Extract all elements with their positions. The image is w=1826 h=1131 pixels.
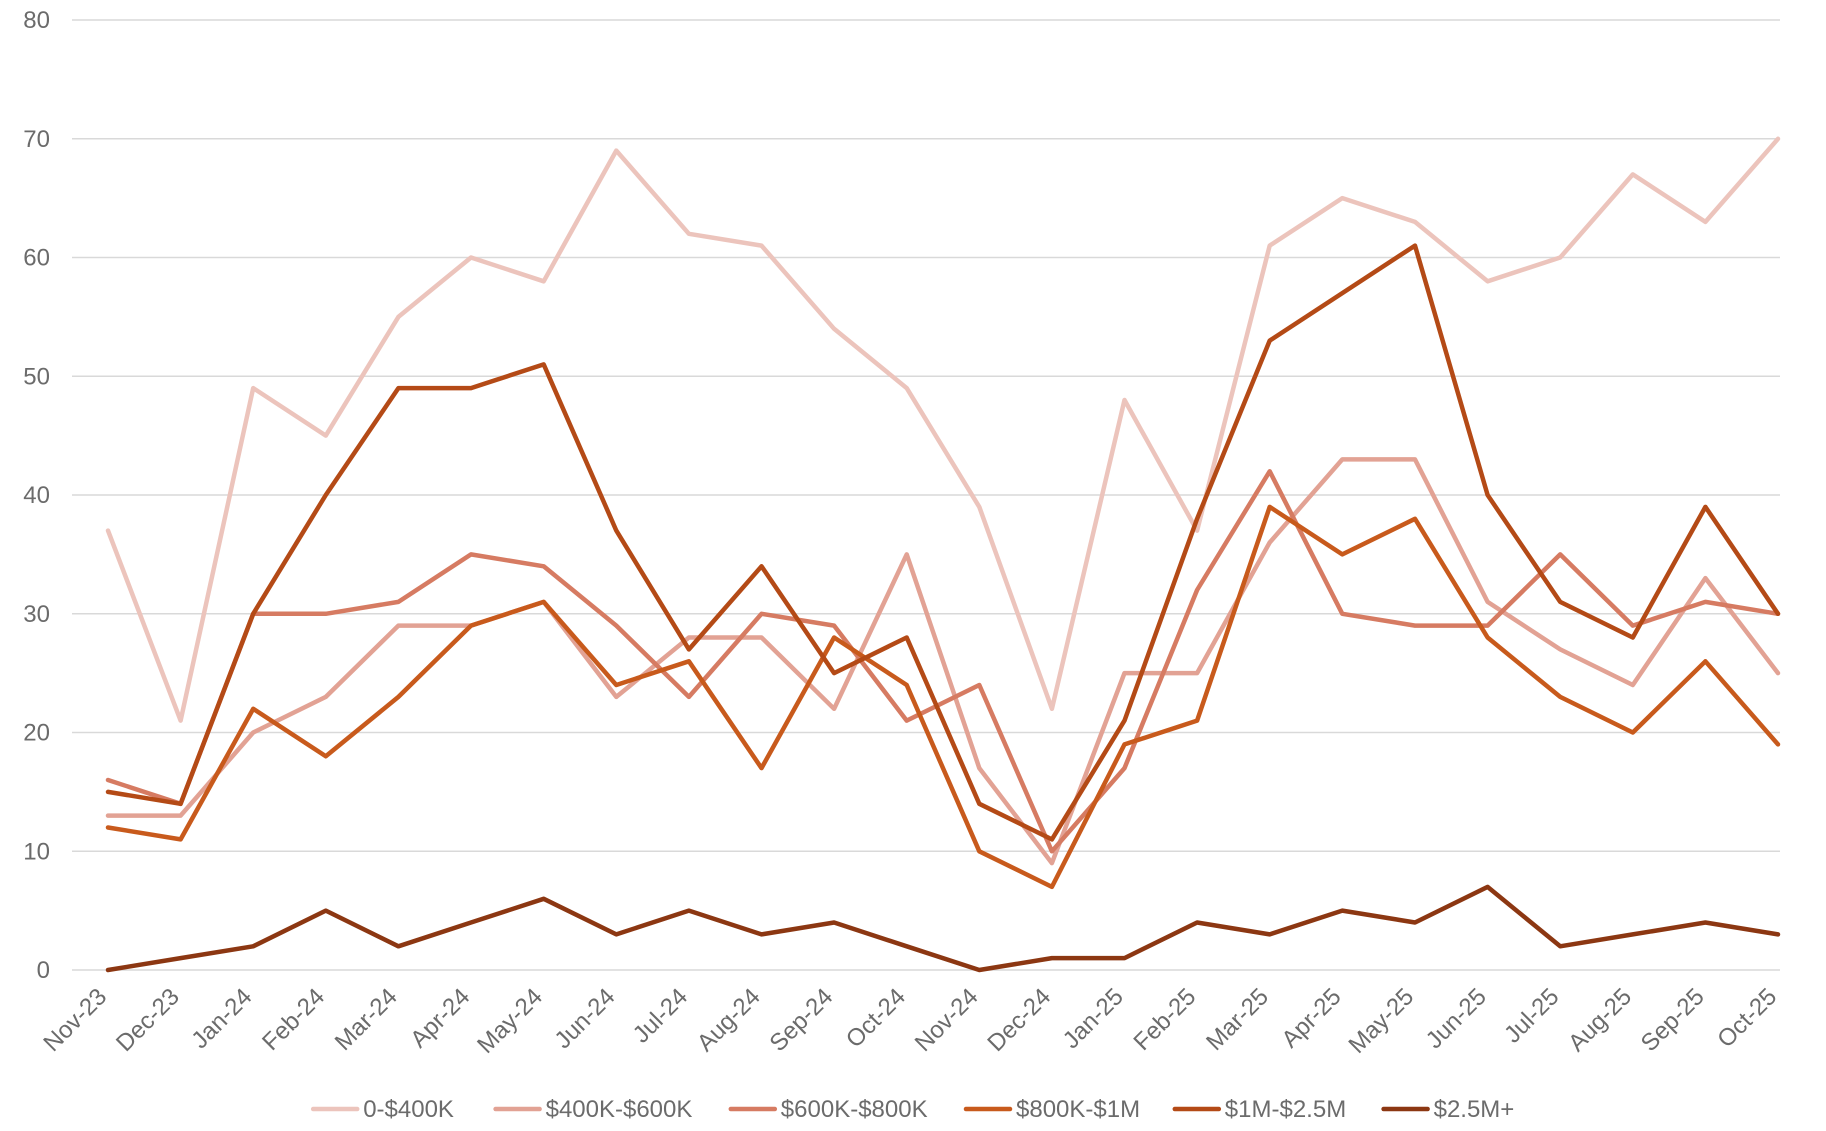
x-tick-label: Sep-24 [765,983,839,1057]
x-tick-label: Oct-25 [1712,983,1782,1053]
x-tick-label: Mar-25 [1201,983,1274,1056]
legend-item: 0-$400K [310,1096,454,1123]
series-line-5 [105,884,1781,973]
x-tick-label: Apr-25 [1277,983,1347,1053]
x-tick-label: Aug-24 [692,983,766,1057]
y-tick-label: 50 [23,363,50,390]
legend-label: $400K-$600K [546,1096,693,1123]
x-tick-label: Jul-24 [628,983,693,1048]
series-line-1 [105,457,1781,866]
legend-item: $1M-$2.5M [1172,1096,1346,1123]
x-tick-label: Nov-23 [38,983,112,1057]
x-tick-label: Sep-25 [1636,983,1710,1057]
legend-item: $2.5M+ [1381,1096,1515,1123]
y-tick-label: 60 [23,245,50,272]
x-tick-label: Jun-24 [550,983,621,1054]
x-tick-label: Dec-23 [111,983,185,1057]
series-line-4 [105,243,1781,842]
x-tick-label: May-25 [1344,983,1420,1059]
x-tick-label: Mar-24 [330,983,403,1056]
y-tick-label: 20 [23,720,50,747]
legend-label: $600K-$800K [781,1096,928,1123]
legend-item: $400K-$600K [493,1096,693,1123]
legend-item: $600K-$800K [728,1096,928,1123]
y-tick-label: 0 [37,957,50,984]
x-tick-label: Jun-25 [1421,983,1492,1054]
y-axis-ticks: 0 10 20 30 40 50 60 70 80 [23,7,50,984]
x-tick-label: Jan-25 [1058,983,1129,1054]
x-tick-label: Feb-25 [1129,983,1202,1056]
x-tick-label: Apr-24 [405,983,475,1053]
x-tick-label: Dec-24 [982,983,1056,1057]
series-line-0 [105,136,1781,723]
y-tick-label: 30 [23,601,50,628]
legend-label: 0-$400K [363,1096,454,1123]
x-tick-label: Aug-25 [1563,983,1637,1057]
legend-label: $2.5M+ [1434,1096,1515,1123]
series-line-2 [105,469,1781,854]
legend-label: $1M-$2.5M [1225,1096,1346,1123]
y-tick-label: 10 [23,838,50,865]
y-tick-label: 80 [23,7,50,34]
x-tick-label: Feb-24 [257,983,330,1056]
series-lines [105,136,1781,973]
series-line-3 [105,504,1781,890]
x-tick-label: Oct-24 [841,983,911,1053]
x-tick-label: Nov-24 [910,983,984,1057]
y-tick-label: 70 [23,126,50,153]
legend-label: $800K-$1M [1016,1096,1140,1123]
y-tick-label: 40 [23,482,50,509]
x-tick-label: Jul-25 [1499,983,1564,1048]
legend: 0-$400K $400K-$600K $600K-$800K $800K-$1M $1… [310,1096,1515,1123]
x-tick-label: Jan-24 [186,983,257,1054]
legend-item: $800K-$1M [963,1096,1140,1123]
x-tick-label: May-24 [472,983,548,1059]
